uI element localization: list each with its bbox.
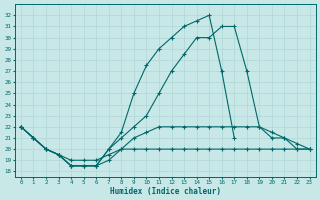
X-axis label: Humidex (Indice chaleur): Humidex (Indice chaleur)	[110, 187, 221, 196]
